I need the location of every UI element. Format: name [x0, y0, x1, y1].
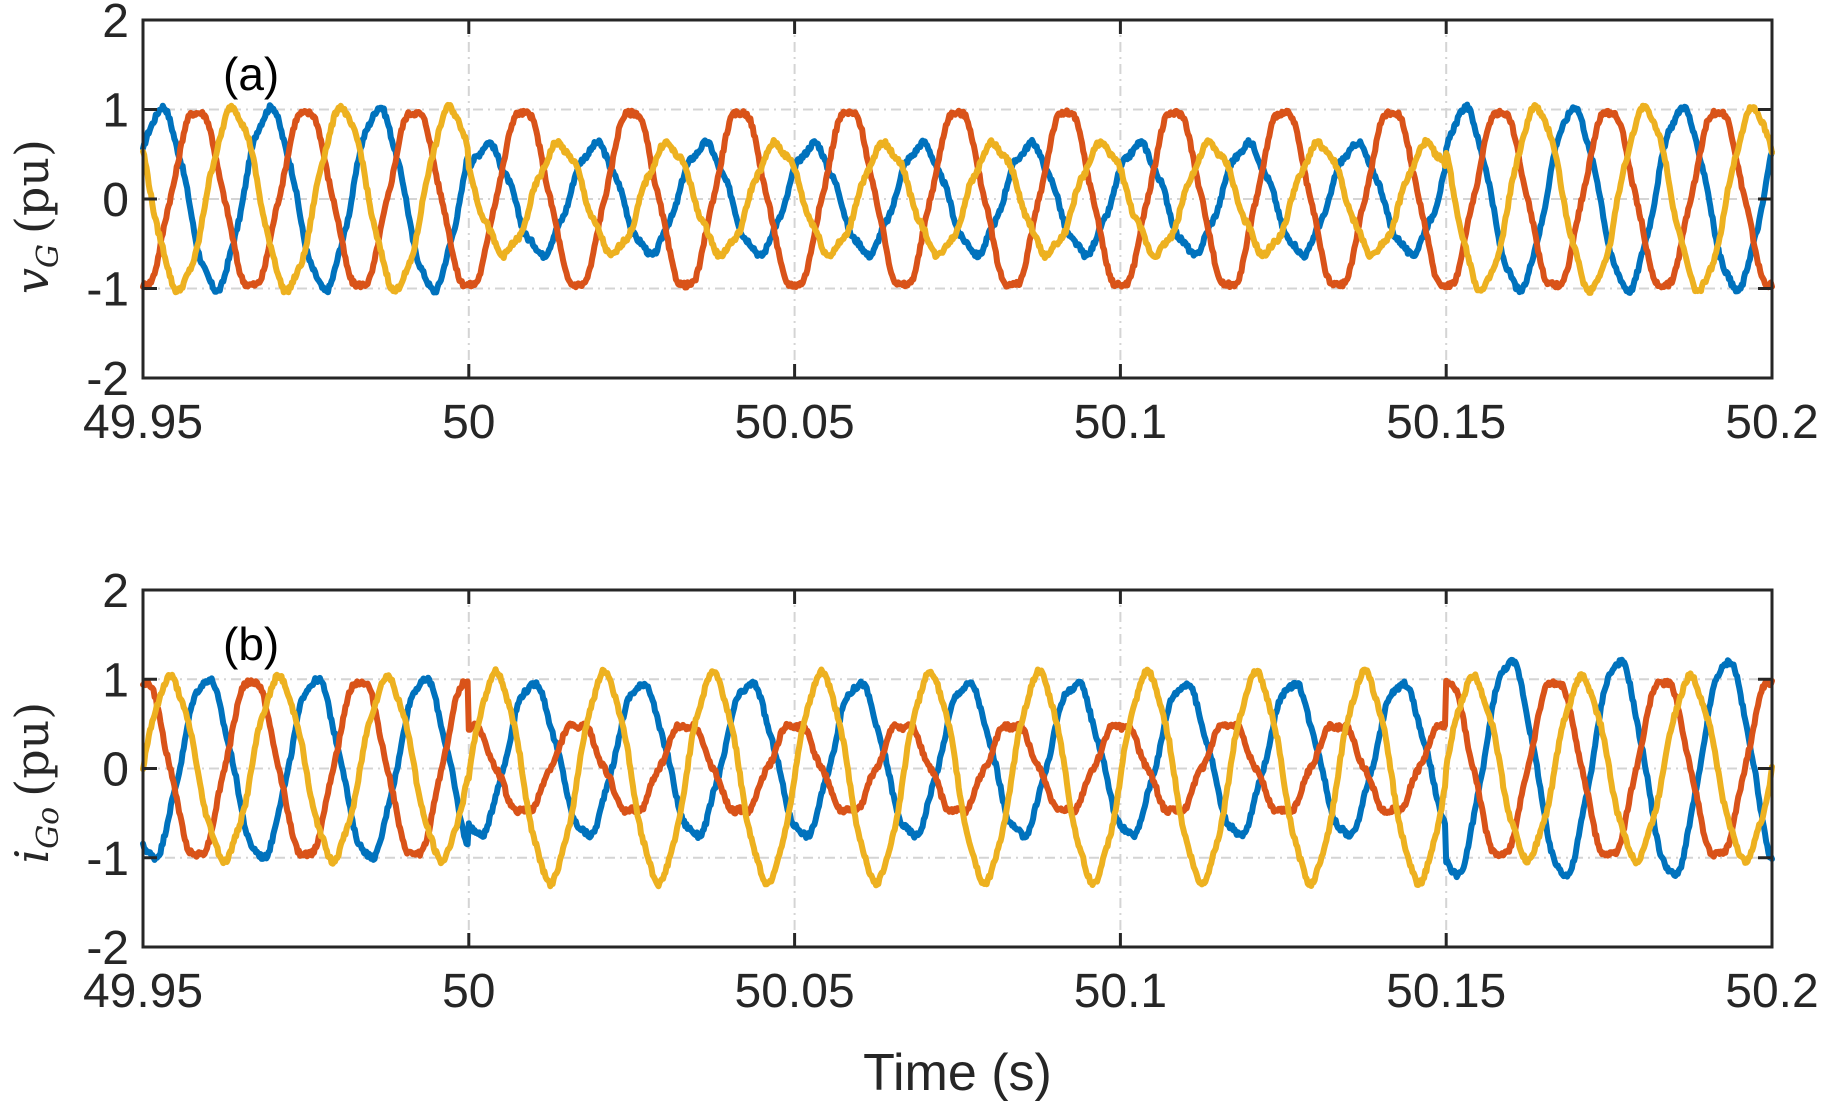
panel-b-traces	[140, 656, 1775, 890]
panel-b-label: (b)	[223, 618, 279, 670]
phase-trace-3	[140, 666, 1775, 890]
panel-a-label: (a)	[223, 48, 279, 100]
panel-b-ticks: 49.95 50 50.05 50.1 50.15 50.2 2 1 0 -1 -2	[83, 565, 1819, 1018]
panel-a-ylabel-unit: (pu)	[5, 139, 59, 234]
x-tick-label: 50.2	[1725, 396, 1818, 449]
panel-b-ylabel-subscript: Go	[31, 807, 66, 849]
x-tick-label: 49.95	[83, 965, 203, 1018]
x-tick-label: 50.05	[735, 396, 855, 449]
x-axis-label: Time (s)	[863, 1044, 1052, 1102]
y-tick-label: 0	[102, 174, 129, 227]
y-tick-label: 1	[102, 654, 129, 707]
phase-trace-3	[140, 101, 1775, 296]
y-tick-label: -1	[86, 833, 129, 886]
y-tick-label: 0	[102, 744, 129, 797]
x-tick-label: 50.15	[1386, 396, 1506, 449]
panel-b-ylabel: iGo (pu)	[5, 702, 66, 864]
x-tick-label: 49.95	[83, 396, 203, 449]
panel-a-ticks: 49.95 50 50.05 50.1 50.15 50.2 2 1 0 -1 -2	[83, 0, 1819, 449]
x-tick-label: 50.1	[1074, 965, 1167, 1018]
panel-a-voltage: 49.95 50 50.05 50.1 50.15 50.2 2 1 0 -1 -2 (a) vG (…	[5, 0, 1819, 449]
x-tick-label: 50.05	[735, 965, 855, 1018]
y-tick-label: -2	[86, 922, 129, 975]
y-tick-label: 2	[102, 0, 129, 48]
y-tick-label: 1	[102, 85, 129, 138]
x-tick-label: 50.15	[1386, 965, 1506, 1018]
x-tick-label: 50.2	[1725, 965, 1818, 1018]
panel-b-ylabel-unit: (pu)	[5, 702, 59, 797]
panel-b-ylabel-symbol: i	[5, 849, 59, 864]
y-tick-label: 2	[102, 565, 129, 618]
y-tick-label: -1	[86, 264, 129, 317]
phase-trace-1	[140, 656, 1775, 881]
x-tick-label: 50.1	[1074, 396, 1167, 449]
y-tick-label: -2	[86, 353, 129, 406]
phase-trace-2	[140, 107, 1775, 291]
phase-trace-2	[140, 677, 1775, 860]
x-tick-label: 50	[442, 965, 495, 1018]
panel-a-ylabel: vG (pu)	[5, 139, 66, 294]
panel-a-ylabel-subscript: G	[31, 244, 66, 268]
x-tick-label: 50	[442, 396, 495, 449]
panel-a-ylabel-symbol: v	[5, 268, 59, 294]
panel-a-traces	[140, 101, 1775, 296]
panel-b-current: 49.95 50 50.05 50.1 50.15 50.2 2 1 0 -1 -2 (b) iGo…	[5, 565, 1819, 1102]
